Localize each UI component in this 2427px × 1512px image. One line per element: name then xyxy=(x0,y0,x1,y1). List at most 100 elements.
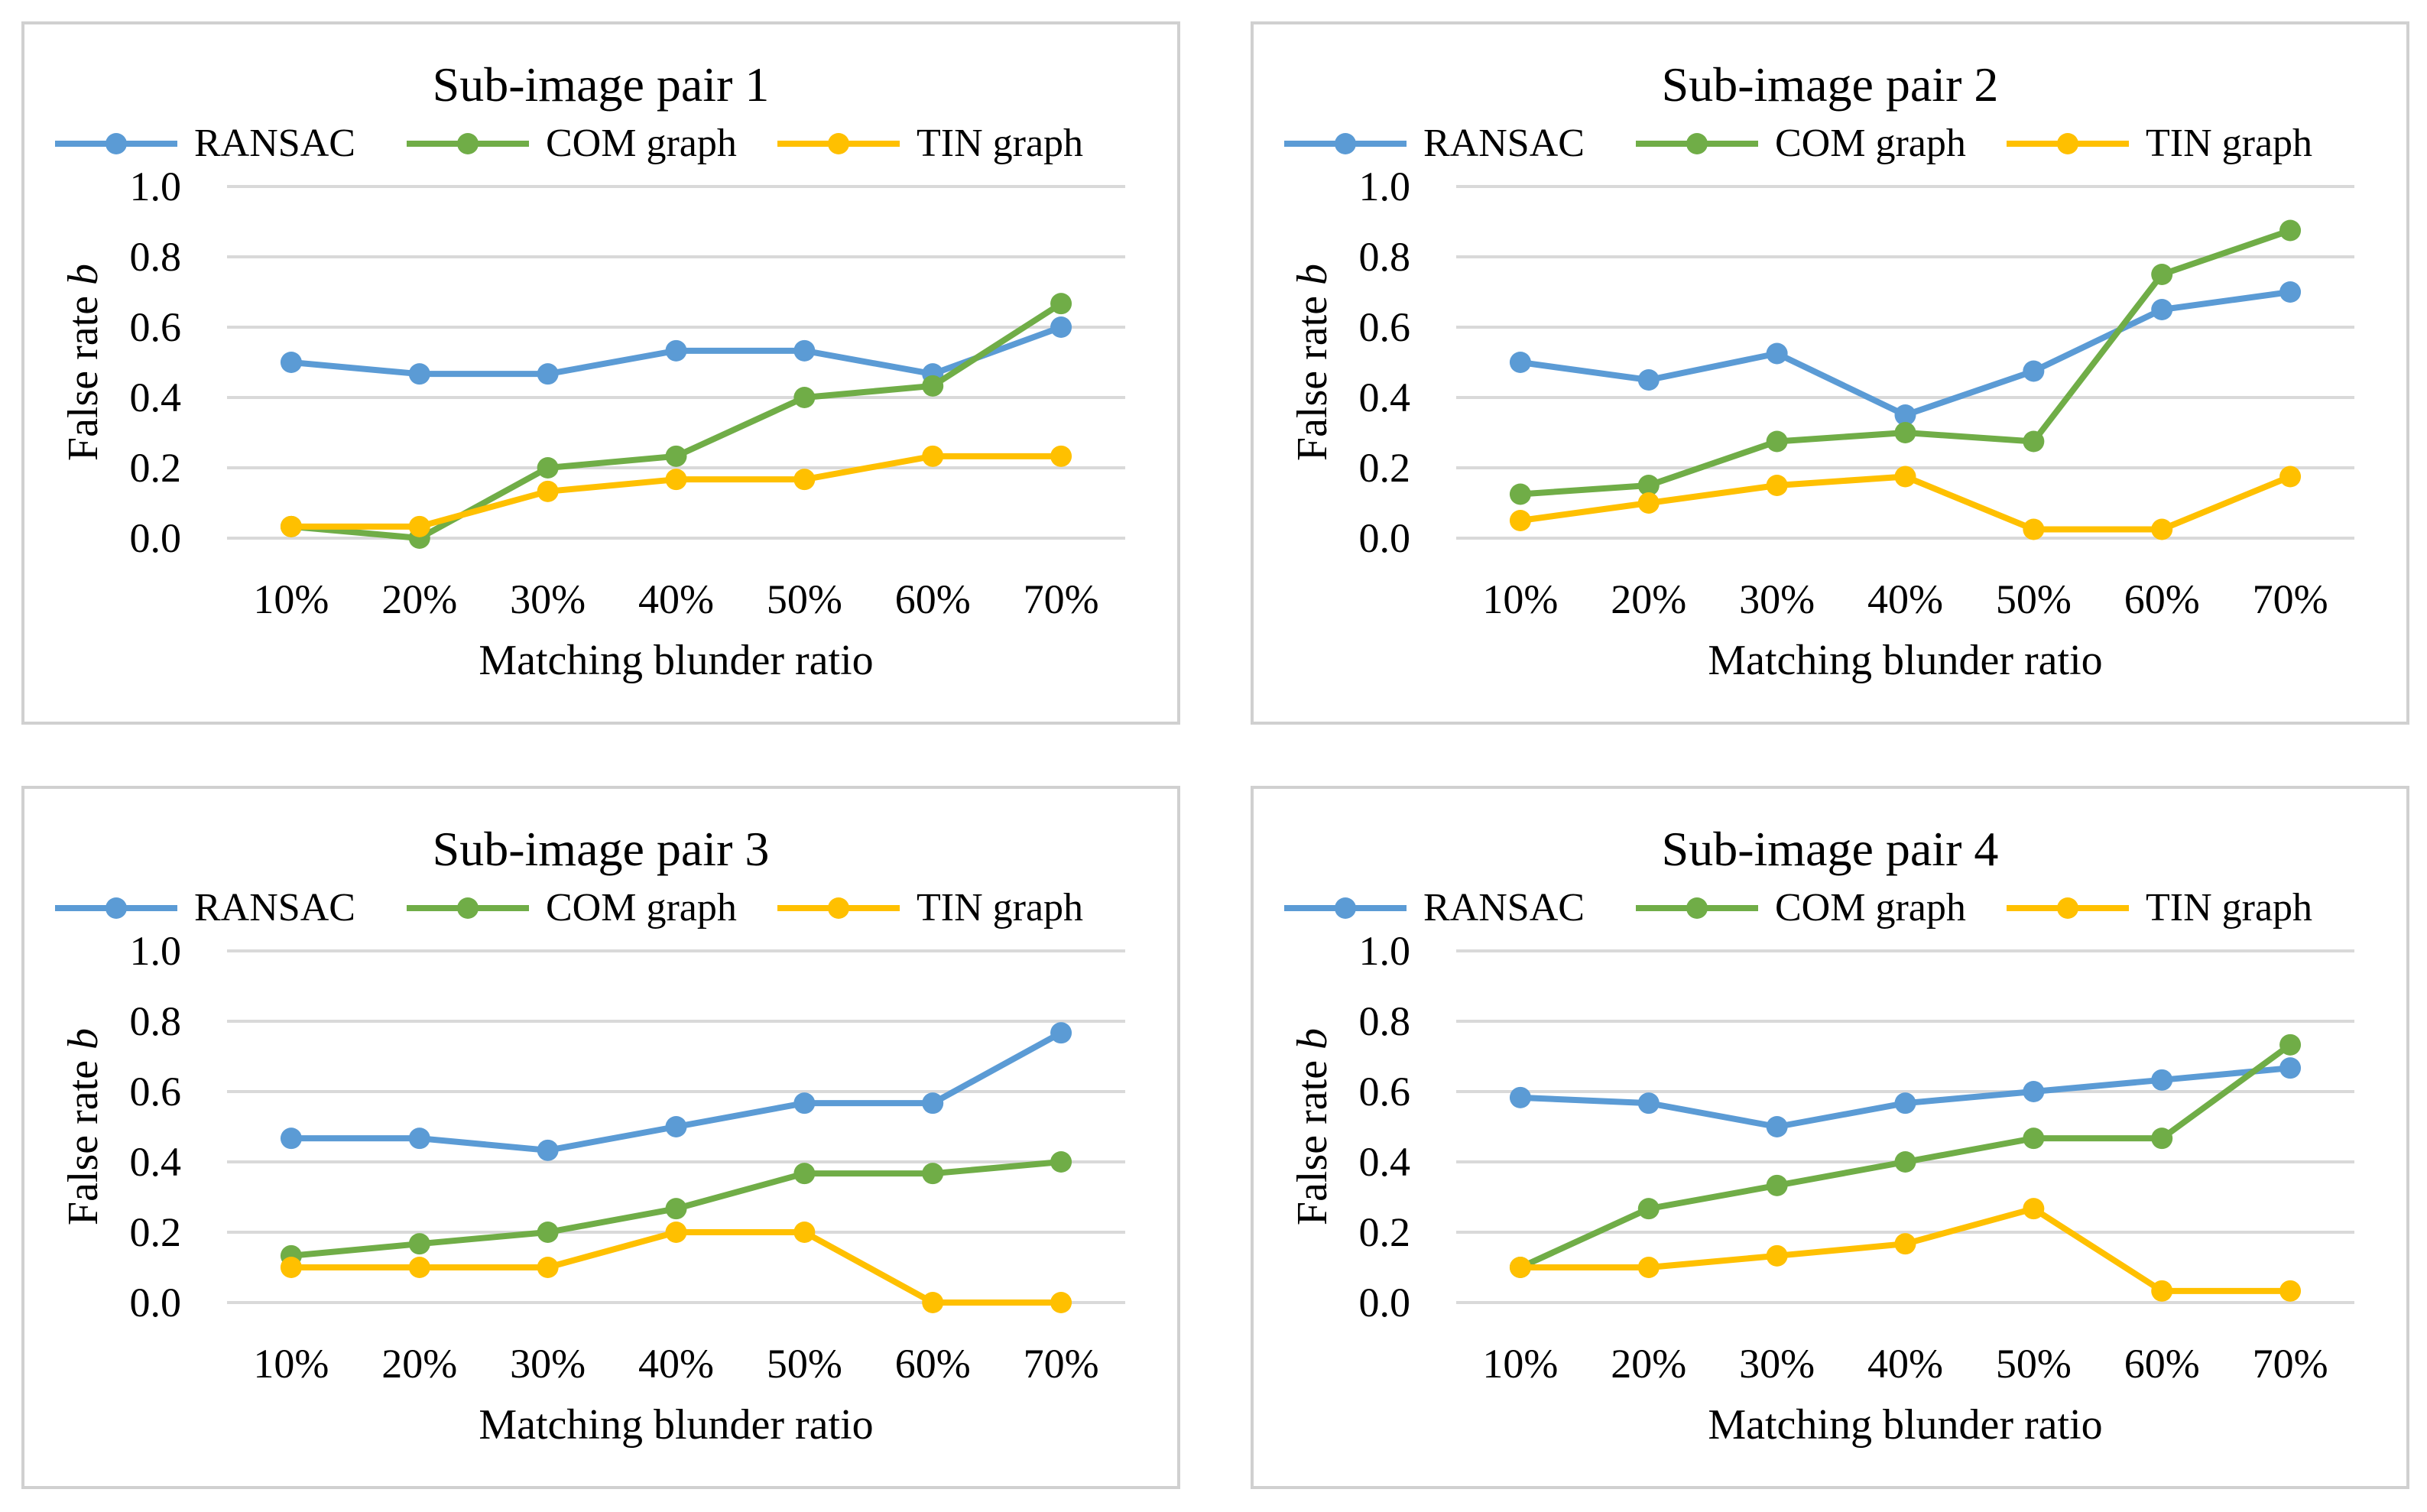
x-tick-label: 20% xyxy=(381,1341,457,1387)
chart-panel-1: Sub-image pair 1 RANSAC COM graph TIN graph… xyxy=(21,21,1180,725)
data-point xyxy=(922,375,944,397)
series-line-com-graph xyxy=(290,300,1063,541)
y-tick-label: 0.0 xyxy=(1359,515,1411,561)
data-point xyxy=(1637,1092,1660,1115)
x-tick-label: 60% xyxy=(895,1341,971,1387)
data-point xyxy=(2151,299,2173,320)
x-tick-label: 10% xyxy=(253,576,329,622)
data-point xyxy=(665,1222,687,1243)
data-point xyxy=(408,1257,430,1278)
chart-title: Sub-image pair 1 xyxy=(433,57,770,112)
data-point xyxy=(665,445,687,467)
data-point xyxy=(2023,430,2045,453)
x-tick-label: 10% xyxy=(1482,576,1558,622)
data-point xyxy=(1894,1151,1916,1173)
data-point xyxy=(665,1116,687,1137)
data-point xyxy=(1637,492,1660,514)
y-axis-label: False rate b xyxy=(1289,264,1336,461)
x-tick-label: 70% xyxy=(2253,1341,2328,1387)
y-tick-label: 0.6 xyxy=(1359,1069,1411,1115)
chart-title: Sub-image pair 4 xyxy=(1662,822,1999,876)
data-point xyxy=(1894,404,1916,426)
y-tick-label: 0.2 xyxy=(1359,1209,1411,1255)
chart-title: Sub-image pair 3 xyxy=(433,822,770,876)
chart-title: Sub-image pair 2 xyxy=(1662,57,1999,112)
x-tick-label: 70% xyxy=(1024,576,1099,622)
chart-panel-3: Sub-image pair 3 RANSAC COM graph TIN graph… xyxy=(21,786,1180,1489)
data-point xyxy=(793,1163,816,1185)
data-point xyxy=(2151,1069,2173,1091)
data-point xyxy=(2023,1198,2045,1220)
legend-label: TIN graph xyxy=(917,886,1083,930)
y-tick-label: 0.2 xyxy=(130,1209,182,1255)
y-tick-label: 0.8 xyxy=(130,998,182,1044)
y-tick-label: 1.0 xyxy=(1359,164,1411,209)
x-tick-label: 30% xyxy=(510,576,586,622)
data-point xyxy=(2023,360,2045,382)
x-axis-label: Matching blunder ratio xyxy=(479,1401,873,1449)
data-point xyxy=(1766,1244,1788,1267)
data-point xyxy=(537,1222,559,1243)
data-point xyxy=(1766,1174,1788,1196)
line-chart: Sub-image pair 1 RANSAC COM graph TIN graph… xyxy=(55,57,1125,684)
data-point xyxy=(1050,1151,1072,1173)
data-point xyxy=(2023,1128,2045,1150)
chart-panel-2: Sub-image pair 2 RANSAC COM graph TIN graph… xyxy=(1251,21,2409,725)
data-point xyxy=(1509,510,1531,531)
x-axis-label: Matching blunder ratio xyxy=(1708,1401,2102,1449)
data-point xyxy=(408,1233,430,1255)
legend-label: COM graph xyxy=(1775,886,1966,930)
line-chart: Sub-image pair 3 RANSAC COM graph TIN graph… xyxy=(55,822,1125,1449)
y-tick-label: 0.4 xyxy=(130,375,182,420)
x-tick-label: 20% xyxy=(1611,1341,1686,1387)
data-point xyxy=(922,1292,944,1313)
data-point xyxy=(1509,483,1531,505)
legend-label: RANSAC xyxy=(1423,122,1585,165)
data-point xyxy=(2023,518,2045,540)
y-tick-label: 0.2 xyxy=(130,445,182,491)
x-tick-label: 10% xyxy=(1482,1341,1558,1387)
data-point xyxy=(1894,1092,1916,1115)
y-tick-label: 0.8 xyxy=(1359,234,1411,280)
data-point xyxy=(408,1128,430,1150)
data-point xyxy=(2279,1280,2302,1302)
series-line-com-graph xyxy=(1520,227,2292,498)
data-point xyxy=(1509,1086,1531,1108)
legend-label: RANSAC xyxy=(1423,886,1585,930)
data-point xyxy=(2279,466,2302,488)
legend-marker xyxy=(1335,897,1356,919)
legend-marker xyxy=(105,133,127,154)
x-tick-label: 50% xyxy=(767,576,842,622)
data-point xyxy=(922,1163,944,1185)
legend-marker xyxy=(1335,133,1356,154)
data-point xyxy=(280,352,302,373)
x-tick-label: 10% xyxy=(253,1341,329,1387)
data-point xyxy=(793,469,816,491)
data-point xyxy=(2279,1057,2302,1079)
data-point xyxy=(1637,369,1660,391)
x-axis-label: Matching blunder ratio xyxy=(479,637,873,684)
y-tick-label: 0.4 xyxy=(130,1139,182,1185)
x-tick-label: 30% xyxy=(1739,576,1815,622)
legend-marker xyxy=(1686,897,1708,919)
legend-marker xyxy=(828,897,849,919)
data-point xyxy=(280,1128,302,1150)
legend-label: TIN graph xyxy=(2146,886,2312,930)
data-point xyxy=(537,1257,559,1278)
data-point xyxy=(665,1198,687,1220)
data-point xyxy=(1637,1257,1660,1278)
data-point xyxy=(793,1092,816,1115)
data-point xyxy=(2151,1128,2173,1150)
y-tick-label: 1.0 xyxy=(130,928,182,974)
data-point xyxy=(1766,430,1788,453)
chart-panel-4: Sub-image pair 4 RANSAC COM graph TIN graph… xyxy=(1251,786,2409,1489)
data-point xyxy=(280,1257,302,1278)
x-tick-label: 40% xyxy=(1867,1341,1943,1387)
data-point xyxy=(537,363,559,385)
legend-label: RANSAC xyxy=(194,886,355,930)
data-point xyxy=(1050,316,1072,338)
x-tick-label: 20% xyxy=(381,576,457,622)
x-tick-label: 40% xyxy=(638,576,714,622)
x-tick-label: 40% xyxy=(638,1341,714,1387)
y-tick-label: 0.4 xyxy=(1359,1139,1411,1185)
